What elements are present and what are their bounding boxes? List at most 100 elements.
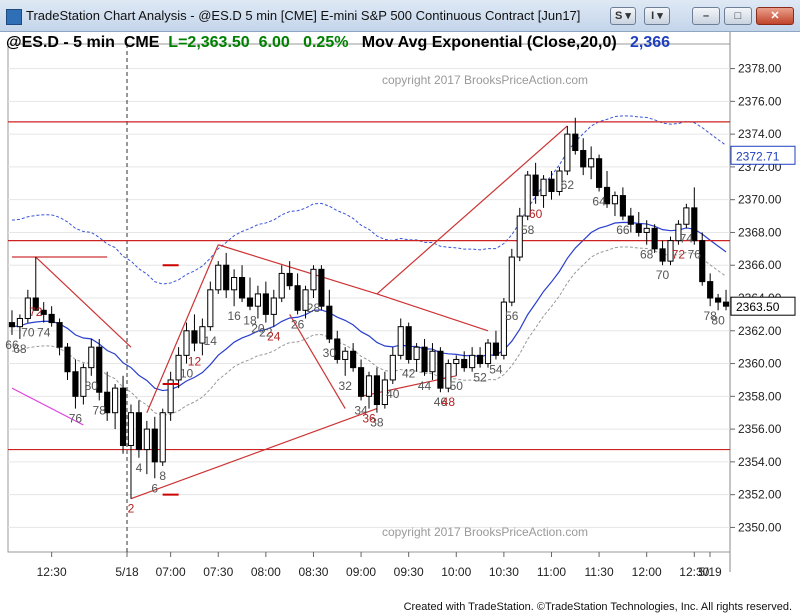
bar-count-label: 72 [672,248,686,262]
candle-body [548,178,555,192]
x-tick-label: 12:30 [679,565,709,579]
window-title: TradeStation Chart Analysis - @ES.D 5 mi… [26,8,581,23]
candle-body [151,428,158,463]
candle-body [596,158,603,188]
exchange-label: CME [123,34,160,51]
lower-band-line [11,246,727,416]
candle-body [445,363,452,389]
y-tick-label: 2378.00 [738,62,782,76]
y-tick-label: 2356.00 [738,422,782,436]
tradestation-app-icon [6,9,22,25]
candle-body [611,195,619,205]
watermark-top: copyright 2017 BrooksPriceAction.com [382,73,588,87]
candle-body [223,264,230,291]
y-tick-label: 2360.00 [738,357,782,371]
bar-count-label: 48 [442,395,456,409]
candle-body [722,301,730,307]
candle-body [699,240,706,283]
candle-body [437,350,444,389]
price-tag-label: 2372.71 [736,149,780,163]
bar-count-label: 56 [505,309,519,323]
bar-count-label: 16 [227,309,241,323]
candle-body [56,322,63,348]
candle-body [231,277,238,291]
candle-body [199,326,206,344]
trend-line [376,125,568,295]
candle-body [135,412,142,451]
bar-count-label: 34 [354,403,368,417]
close-button[interactable]: ✕ [756,7,794,25]
bar-count-label: 50 [450,379,464,393]
x-tick-label: 09:00 [346,565,376,579]
bar-count-label: 4 [136,461,143,475]
bar-count-label: 2 [128,502,135,516]
bar-count-label: 58 [521,223,535,237]
bar-count-label: 78 [703,309,717,323]
candle-body [159,412,166,463]
price-tag-box [730,296,796,316]
candle-body [8,322,16,328]
minimize-button[interactable]: – [692,7,720,25]
candle-body [453,358,460,365]
candle-body [302,289,309,311]
candle-body [691,207,698,242]
y-tick-label: 2354.00 [738,455,782,469]
bar-count-label: 62 [561,178,575,192]
bar-count-label: 26 [291,317,305,331]
candle-body [334,338,341,360]
candle-body [365,375,373,397]
candle-body [572,133,579,152]
candle-body [484,342,492,365]
candle-body [683,207,690,225]
x-tick-label: 12:30 [37,565,67,579]
bar-count-label: 36 [362,412,376,426]
indicator-value-label: 2,366 [630,34,671,51]
pct-change-label: 0.25% [303,34,349,51]
maximize-button[interactable]: □ [724,7,752,25]
candle-body [469,354,476,369]
bar-count-label: 12 [188,354,202,368]
candle-body [643,227,650,233]
price-tag-label: 2363.50 [736,300,780,314]
trend-line [289,314,346,409]
ema-20-line [11,221,727,392]
candle-body [580,150,587,168]
candle-body [524,174,531,217]
symbol-link-i-button[interactable]: I ▾ [644,7,670,25]
candle-body [112,387,119,414]
candle-body [635,223,642,233]
bar-count-label: 68 [13,342,27,356]
y-tick-label: 2362.00 [738,324,782,338]
y-tick-label: 2368.00 [738,225,782,239]
candle-body [627,215,634,225]
bar-count-label: 32 [339,379,353,393]
candle-body [64,346,71,373]
candle-body [207,289,214,328]
candle-body [651,227,658,250]
bar-count-label: 30 [323,346,337,360]
candle-body [127,412,135,446]
watermark-bottom: copyright 2017 BrooksPriceAction.com [382,525,588,539]
candle-body [254,293,262,307]
x-tick-label: 10:30 [489,565,519,579]
candle-body [556,170,563,192]
candle-body [508,256,515,303]
candle-body [492,342,500,356]
bar-count-label: 44 [418,379,432,393]
candle-body [310,268,317,291]
x-tick-label: 5/18 [115,565,139,579]
symbol-link-s-button[interactable]: S ▾ [610,7,636,25]
price-chart[interactable]: 2350.002352.002354.002356.002358.002360.… [0,32,800,598]
symbol-label: @ES.D - 5 min [6,34,115,51]
candle-body [262,293,269,315]
candle-body [183,330,190,356]
x-tick-label: 08:00 [251,565,281,579]
candle-body [413,346,420,360]
bar-count-label: 60 [529,207,543,221]
bar-count-label: 66 [616,223,630,237]
bar-count-label: 24 [267,330,281,344]
candle-body [48,313,55,324]
candle-body [40,309,47,315]
candle-body [96,346,103,393]
candle-body [476,354,484,365]
